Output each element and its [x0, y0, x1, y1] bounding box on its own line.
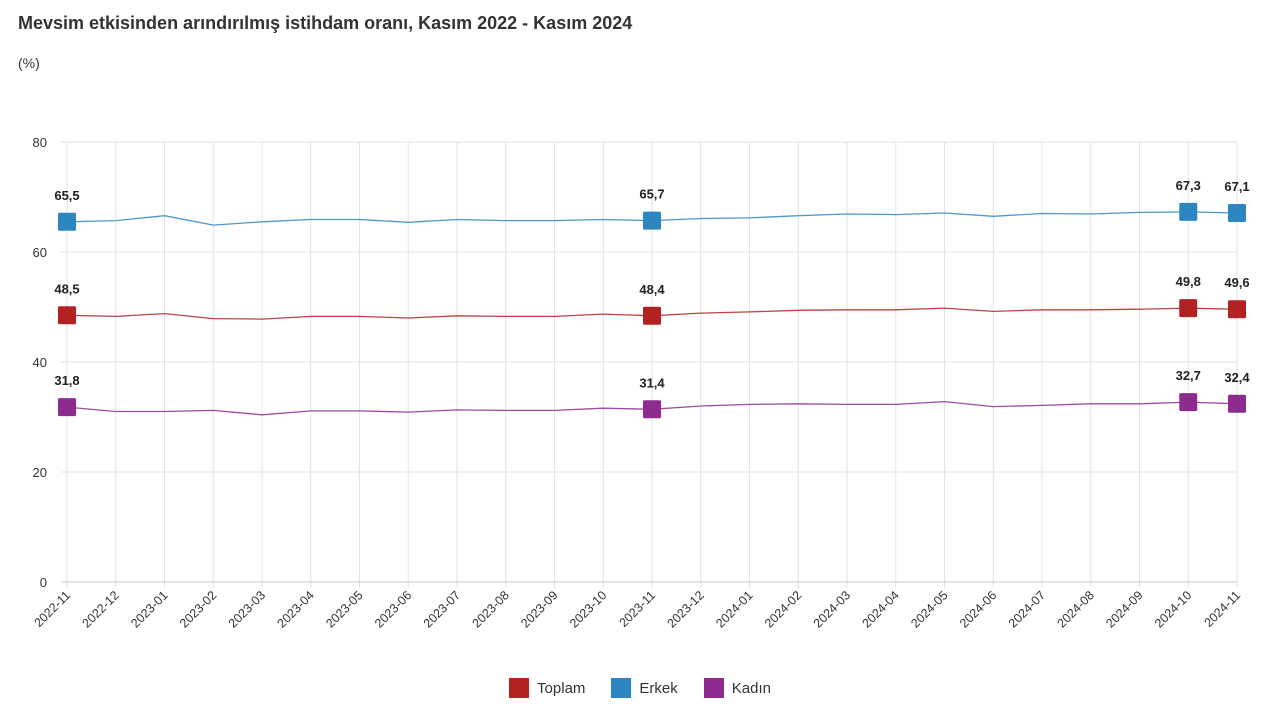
- data-label-erkek: 67,3: [1176, 178, 1201, 193]
- data-label-erkek: 67,1: [1224, 179, 1249, 194]
- data-label-toplam: 48,4: [639, 282, 665, 297]
- x-tick-label: 2024-09: [1103, 588, 1145, 630]
- legend-swatch-toplam: [509, 678, 530, 698]
- data-marker-toplam: [643, 306, 661, 325]
- x-tick-label: 2023-07: [421, 588, 463, 630]
- unit-label: (%): [18, 55, 40, 71]
- x-tick-label: 2024-05: [908, 588, 950, 630]
- data-label-kadin: 32,4: [1224, 370, 1250, 385]
- data-label-toplam: 48,5: [54, 281, 79, 296]
- legend-label-kadin: Kadın: [731, 679, 771, 697]
- x-tick-label: 2024-07: [1006, 588, 1048, 630]
- y-tick-label: 20: [33, 465, 47, 480]
- x-tick-label: 2023-12: [665, 588, 707, 630]
- data-label-erkek: 65,5: [54, 188, 79, 203]
- x-tick-label: 2024-01: [713, 588, 755, 630]
- data-marker-erkek: [58, 212, 76, 231]
- data-marker-kadin: [643, 400, 661, 419]
- x-tick-label: 2023-05: [323, 588, 365, 630]
- x-tick-label: 2024-06: [957, 588, 999, 630]
- legend-swatch-erkek: [611, 678, 632, 698]
- x-tick-label: 2023-04: [275, 588, 317, 630]
- data-marker-kadin: [58, 398, 76, 417]
- legend-item-kadin[interactable]: Kadın: [703, 678, 771, 698]
- x-tick-label: 2023-03: [226, 588, 268, 630]
- x-tick-label: 2023-02: [177, 588, 219, 630]
- x-tick-label: 2023-10: [567, 588, 609, 630]
- legend-item-toplam[interactable]: Toplam: [509, 678, 585, 698]
- chart-title: Mevsim etkisinden arındırılmış istihdam …: [18, 13, 633, 33]
- x-tick-label: 2023-09: [518, 588, 560, 630]
- y-tick-label: 60: [33, 245, 47, 260]
- data-label-erkek: 65,7: [639, 187, 664, 202]
- legend-label-erkek: Erkek: [639, 679, 678, 697]
- data-label-toplam: 49,8: [1176, 274, 1201, 289]
- x-tick-label: 2024-03: [811, 588, 853, 630]
- data-marker-erkek: [643, 211, 661, 230]
- data-label-kadin: 31,8: [54, 373, 79, 388]
- data-label-kadin: 31,4: [639, 375, 665, 390]
- legend-item-erkek[interactable]: Erkek: [611, 678, 678, 698]
- x-tick-label: 2024-10: [1152, 588, 1194, 630]
- y-tick-label: 80: [33, 135, 47, 150]
- legend: Toplam Erkek Kadın: [0, 678, 1280, 698]
- x-tick-label: 2024-02: [762, 588, 804, 630]
- x-tick-label: 2023-06: [372, 588, 414, 630]
- x-tick-label: 2023-01: [128, 588, 170, 630]
- legend-label-toplam: Toplam: [537, 679, 586, 697]
- data-marker-erkek: [1179, 202, 1198, 221]
- x-tick-label: 2023-08: [470, 588, 512, 630]
- x-tick-label: 2022-12: [80, 588, 122, 630]
- x-tick-label: 2022-11: [31, 588, 73, 630]
- data-marker-toplam: [1228, 300, 1246, 319]
- y-tick-label: 0: [40, 575, 47, 590]
- data-marker-kadin: [1228, 394, 1246, 413]
- data-marker-toplam: [1179, 299, 1198, 318]
- x-tick-label: 2024-08: [1055, 588, 1097, 630]
- data-marker-toplam: [58, 306, 76, 325]
- y-tick-label: 40: [33, 355, 47, 370]
- data-marker-erkek: [1228, 203, 1246, 222]
- x-tick-label: 2023-11: [616, 588, 658, 630]
- data-marker-kadin: [1179, 393, 1198, 412]
- x-tick-label: 2024-04: [860, 588, 902, 630]
- data-label-toplam: 49,6: [1224, 275, 1249, 290]
- legend-swatch-kadin: [703, 678, 724, 698]
- x-tick-label: 2024-11: [1201, 588, 1243, 630]
- data-label-kadin: 32,7: [1176, 368, 1201, 383]
